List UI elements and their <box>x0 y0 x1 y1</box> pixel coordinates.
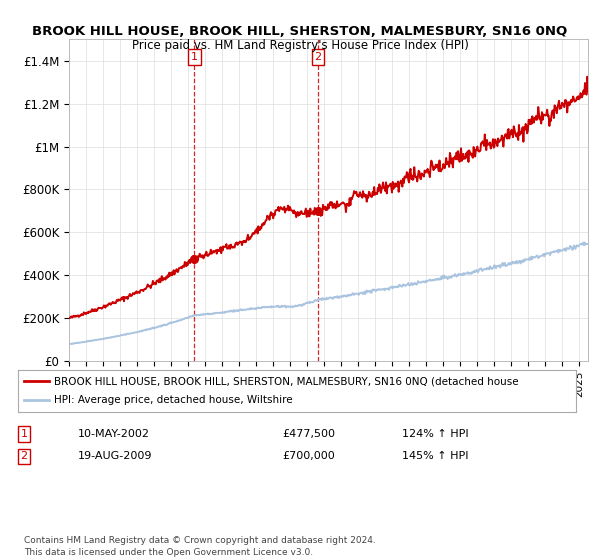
Text: 2: 2 <box>20 451 28 461</box>
Text: 1: 1 <box>20 429 28 439</box>
Text: £700,000: £700,000 <box>282 451 335 461</box>
Text: BROOK HILL HOUSE, BROOK HILL, SHERSTON, MALMESBURY, SN16 0NQ: BROOK HILL HOUSE, BROOK HILL, SHERSTON, … <box>32 25 568 38</box>
Point <box>313 207 323 216</box>
Point <box>190 254 199 263</box>
Text: 2: 2 <box>314 52 322 62</box>
Text: 145% ↑ HPI: 145% ↑ HPI <box>402 451 469 461</box>
Text: Contains HM Land Registry data © Crown copyright and database right 2024.
This d: Contains HM Land Registry data © Crown c… <box>24 536 376 557</box>
Text: Price paid vs. HM Land Registry's House Price Index (HPI): Price paid vs. HM Land Registry's House … <box>131 39 469 52</box>
Text: 124% ↑ HPI: 124% ↑ HPI <box>402 429 469 439</box>
Text: 1: 1 <box>191 52 198 62</box>
Text: HPI: Average price, detached house, Wiltshire: HPI: Average price, detached house, Wilt… <box>54 395 293 405</box>
Text: 10-MAY-2002: 10-MAY-2002 <box>78 429 150 439</box>
Text: 19-AUG-2009: 19-AUG-2009 <box>78 451 152 461</box>
Text: BROOK HILL HOUSE, BROOK HILL, SHERSTON, MALMESBURY, SN16 0NQ (detached house: BROOK HILL HOUSE, BROOK HILL, SHERSTON, … <box>54 376 519 386</box>
Text: £477,500: £477,500 <box>282 429 335 439</box>
